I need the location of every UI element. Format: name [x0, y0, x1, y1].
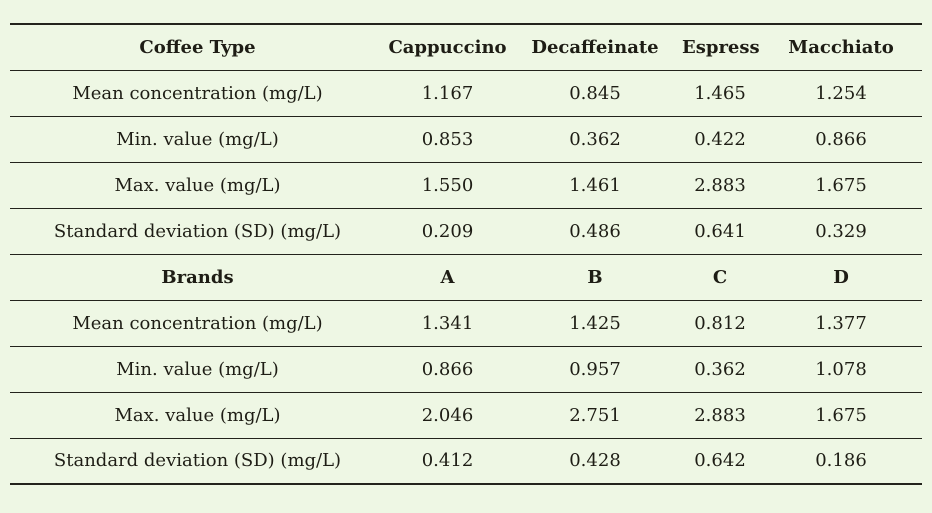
cell-value: 0.186 [815, 450, 867, 472]
cell-value: 1.254 [760, 70, 922, 117]
row-label: Standard deviation (SD) (mg/L) [10, 208, 385, 255]
cell-value: 0.486 [510, 208, 680, 255]
row-label: Min. value (mg/L) [10, 116, 385, 163]
cell-value: 0.642 [694, 450, 746, 472]
cell-value: 0.641 [680, 208, 760, 255]
table-row-brands-mean: Mean concentration (mg/L) 1.341 1.425 0.… [10, 300, 922, 347]
cell-value: 2.883 [680, 162, 760, 209]
cell-value: 0.845 [510, 70, 680, 117]
coffee-statistics-table: Coffee Type Cappuccino Decaffeinate Espr… [10, 23, 922, 485]
cell-value: 0.957 [510, 346, 680, 393]
cell-value: 2.046 [385, 392, 510, 439]
statistics-table-frame: Coffee Type Cappuccino Decaffeinate Espr… [10, 23, 922, 485]
cell-value: 0.428 [569, 450, 621, 472]
section-header-row-brands: Brands A B C D [10, 254, 922, 301]
column-header-decaffeinate: Decaffeinate [510, 24, 680, 71]
cell-value: 1.341 [385, 300, 510, 347]
cell-value: 0.209 [385, 208, 510, 255]
cell-value: 0.853 [385, 116, 510, 163]
column-header-cappuccino: Cappuccino [385, 24, 510, 71]
cell-value: 0.866 [385, 346, 510, 393]
cell-value: 1.465 [680, 70, 760, 117]
section-header-row-coffee-type: Coffee Type Cappuccino Decaffeinate Espr… [10, 24, 922, 71]
row-label: Standard deviation (SD) (mg/L) [53, 450, 342, 472]
cell-value: 1.377 [760, 300, 922, 347]
table-row-brands-min: Min. value (mg/L) 0.866 0.957 0.362 1.07… [10, 346, 922, 393]
cell-value: 0.866 [760, 116, 922, 163]
cell-value: 0.329 [760, 208, 922, 255]
cell-value: 1.078 [760, 346, 922, 393]
cell-value: 0.812 [680, 300, 760, 347]
table-row-coffee-max: Max. value (mg/L) 1.550 1.461 2.883 1.67… [10, 162, 922, 209]
section-title-brands: Brands [10, 254, 385, 301]
row-label: Max. value (mg/L) [10, 162, 385, 209]
table-row-brands-max: Max. value (mg/L) 2.046 2.751 2.883 1.67… [10, 392, 922, 439]
cell-value: 2.751 [510, 392, 680, 439]
table-row-brands-sd: Standard deviation (SD) (mg/L) 0.412 0.4… [10, 438, 922, 484]
cell-value: 0.362 [510, 116, 680, 163]
row-label: Mean concentration (mg/L) [10, 300, 385, 347]
cell-value: 0.422 [680, 116, 760, 163]
row-label: Min. value (mg/L) [10, 346, 385, 393]
column-header-brand-c: C [680, 254, 760, 301]
table-row-coffee-min: Min. value (mg/L) 0.853 0.362 0.422 0.86… [10, 116, 922, 163]
cell-value: 1.675 [760, 392, 922, 439]
cell-value: 1.550 [385, 162, 510, 209]
cell-value: 1.461 [510, 162, 680, 209]
cell-value: 0.412 [421, 450, 474, 472]
column-header-macchiato: Macchiato [760, 24, 922, 71]
column-header-brand-d: D [760, 254, 922, 301]
cell-value: 1.425 [510, 300, 680, 347]
row-label: Mean concentration (mg/L) [10, 70, 385, 117]
table-row-coffee-mean: Mean concentration (mg/L) 1.167 0.845 1.… [10, 70, 922, 117]
cell-value: 2.883 [680, 392, 760, 439]
cell-value: 1.167 [385, 70, 510, 117]
table-row-coffee-sd: Standard deviation (SD) (mg/L) 0.209 0.4… [10, 208, 922, 255]
column-header-brand-a: A [385, 254, 510, 301]
cell-value: 0.362 [680, 346, 760, 393]
cell-value: 1.675 [760, 162, 922, 209]
column-header-brand-b: B [510, 254, 680, 301]
row-label: Max. value (mg/L) [10, 392, 385, 439]
section-title-coffee-type: Coffee Type [10, 24, 385, 71]
column-header-espresso: Espresso [680, 24, 760, 71]
